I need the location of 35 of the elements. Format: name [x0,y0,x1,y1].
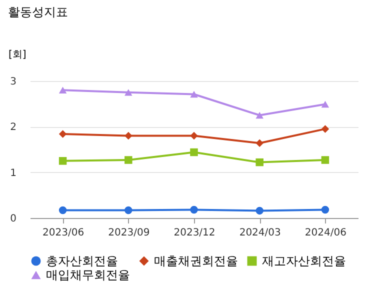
y-tick-label: 2 [10,122,16,134]
point [321,206,330,214]
legend-label: 재고자산회전율 [262,254,346,268]
x-tick-label: 2024/03 [239,228,281,238]
point [256,158,264,166]
point [321,100,330,108]
point [190,90,198,98]
point [58,130,67,138]
point [58,157,67,165]
point [58,206,67,214]
y-axis-title: [회] [8,50,26,60]
legend-label: 총자산회전율 [46,254,118,268]
x-tick-label: 2023/12 [174,228,216,238]
point [256,112,264,119]
x-tick-label: 2023/09 [108,228,150,238]
point [256,139,264,147]
y-tick-label: 1 [10,168,16,179]
point [190,132,198,140]
point [58,86,67,94]
point [256,206,264,215]
point [124,206,132,214]
point [124,89,132,96]
x-tick-label: 2023/06 [42,228,84,238]
legend-label: 매입채무회전율 [46,268,130,282]
point [190,148,198,156]
point [321,156,330,164]
point [124,132,132,140]
x-tick-label: 2024/06 [304,228,346,238]
chart-title: 활동성지표 [8,5,68,19]
y-tick-label: 3 [10,76,16,88]
point [124,156,132,164]
legend-label: 매출채권회전율 [154,254,238,268]
point [321,125,330,133]
point [190,206,198,214]
y-tick-label: 0 [10,214,16,224]
